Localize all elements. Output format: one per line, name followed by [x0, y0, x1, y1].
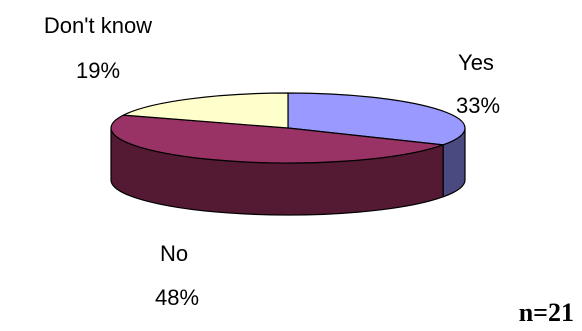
label-yes: Yes 33%: [456, 50, 500, 118]
label-no-name: No: [160, 241, 188, 266]
label-no: No 48%: [155, 241, 199, 310]
pie-slices: [110, 92, 466, 216]
label-dont-know: Don't know 19%: [44, 13, 152, 83]
label-dont-know-value: 19%: [76, 58, 120, 83]
label-dont-know-name: Don't know: [44, 13, 152, 38]
sample-size-label: n=21: [519, 298, 574, 327]
label-yes-value: 33%: [456, 93, 500, 118]
pie-slice-don-t-know: [122, 92, 289, 129]
pie-slice-yes: [287, 92, 466, 146]
label-no-value: 48%: [155, 285, 199, 310]
label-yes-name: Yes: [458, 50, 494, 75]
pie-slice-no: [110, 114, 444, 164]
